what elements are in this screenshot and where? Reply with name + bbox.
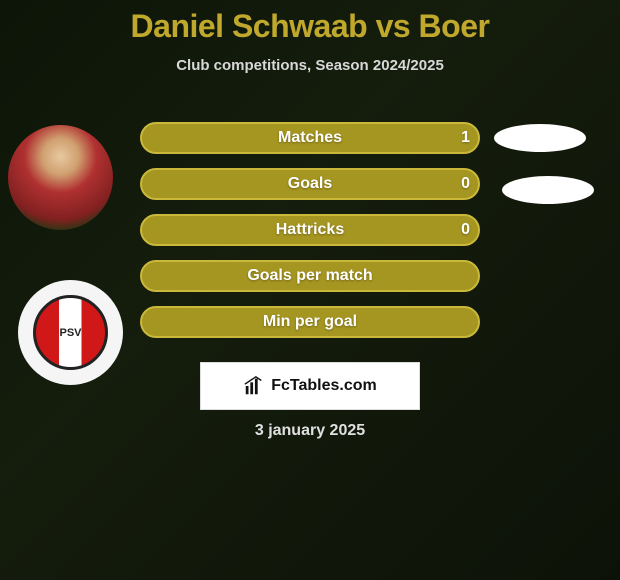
stat-row: Hattricks 0 (140, 214, 480, 246)
comparison-ellipse (494, 124, 586, 152)
stat-bar: Goals 0 (140, 168, 480, 200)
stats-container: Matches 1 Goals 0 Hattricks 0 Goals per match M… (140, 122, 480, 352)
attribution-badge: FcTables.com (200, 362, 420, 410)
season-subtitle: Club competitions, Season 2024/2025 (0, 57, 620, 74)
stat-row: Goals 0 (140, 168, 480, 200)
stat-bar: Goals per match (140, 260, 480, 292)
stat-bar: Matches 1 (140, 122, 480, 154)
stat-label: Min per goal (263, 313, 357, 331)
stat-label: Hattricks (276, 221, 344, 239)
stat-label: Goals per match (247, 267, 372, 285)
stat-bar: Hattricks 0 (140, 214, 480, 246)
team-logo-inner: PSV (33, 295, 108, 370)
stat-label: Goals (288, 175, 332, 193)
stat-label: Matches (278, 129, 342, 147)
attribution-text: FcTables.com (271, 377, 377, 395)
comparison-ellipse (502, 176, 594, 204)
stat-value: 1 (461, 129, 470, 147)
team-logo: PSV (18, 280, 123, 385)
stat-row: Matches 1 (140, 122, 480, 154)
stat-row: Min per goal (140, 306, 480, 338)
stat-row: Goals per match (140, 260, 480, 292)
comparison-title: Daniel Schwaab vs Boer (0, 0, 620, 45)
chart-icon (243, 375, 265, 397)
date-text: 3 january 2025 (0, 422, 620, 440)
content-container: Daniel Schwaab vs Boer Club competitions… (0, 0, 620, 580)
stat-bar: Min per goal (140, 306, 480, 338)
stat-value: 0 (461, 221, 470, 239)
stat-value: 0 (461, 175, 470, 193)
player-avatar (8, 125, 113, 230)
